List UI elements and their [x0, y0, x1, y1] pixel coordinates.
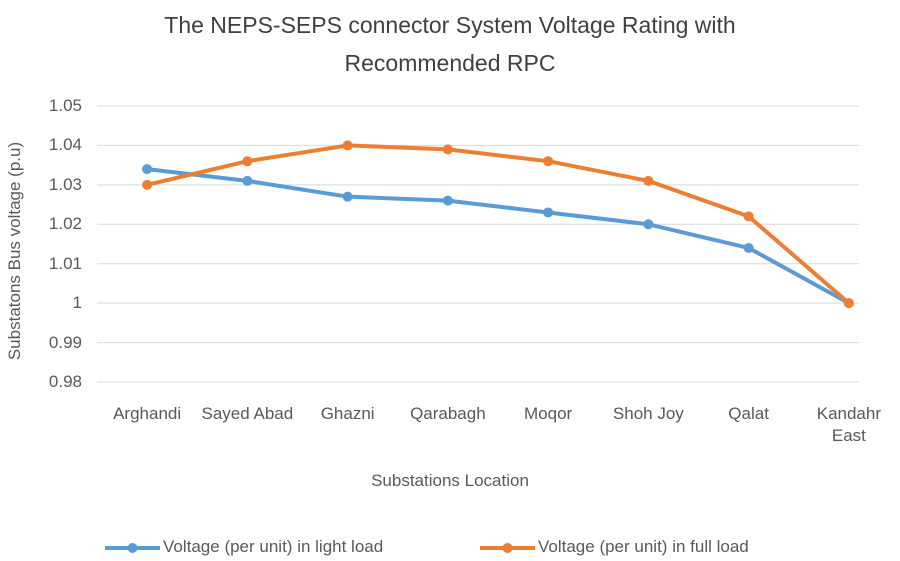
- point-marker: [743, 211, 754, 222]
- y-tick-label: 1.05: [48, 96, 82, 115]
- legend-marker: [502, 543, 513, 553]
- x-tick-label: Ghazni: [320, 404, 375, 423]
- y-tick-label: 1.04: [48, 135, 82, 155]
- series-line: [146, 143, 851, 305]
- x-tick-label: Moqor: [524, 404, 573, 423]
- x-tick-label: Arghandi: [113, 404, 182, 423]
- x-tick-label: Shoh Joy: [612, 404, 684, 423]
- chart-title: The NEPS-SEPS connector System Voltage R…: [164, 12, 736, 76]
- x-tick-label: Kandahr East: [816, 404, 882, 445]
- y-tick-label: 1.02: [48, 214, 82, 234]
- point-marker: [843, 298, 854, 309]
- point-marker: [242, 175, 253, 186]
- point-marker: [643, 175, 654, 186]
- x-tick-label: Qalat: [728, 404, 769, 423]
- x-tick-label: Qarabagh: [410, 404, 486, 423]
- y-tick-label: 1: [72, 293, 82, 313]
- point-marker: [442, 195, 453, 206]
- y-tick-label: 1.01: [48, 253, 82, 273]
- point-marker: [442, 144, 453, 155]
- legend-label: Voltage (per unit) in light load: [163, 537, 384, 556]
- point-marker: [342, 191, 353, 202]
- point-marker: [142, 164, 153, 175]
- x-axis-label: Substations Location: [371, 471, 529, 490]
- y-tick-label: 0.99: [48, 332, 82, 352]
- point-marker: [643, 219, 654, 230]
- x-tick-label: Sayed Abad: [201, 404, 294, 423]
- point-marker: [142, 179, 153, 190]
- point-marker: [543, 207, 554, 218]
- legend-label: Voltage (per unit) in full load: [538, 537, 749, 556]
- point-marker: [242, 156, 253, 167]
- series-line: [146, 167, 850, 305]
- point-marker: [543, 156, 554, 167]
- point-marker: [743, 242, 754, 253]
- y-tick-label: 1.03: [48, 174, 82, 194]
- legend-marker: [127, 543, 138, 553]
- point-marker: [342, 140, 353, 151]
- y-tick-label: 0.98: [48, 372, 82, 391]
